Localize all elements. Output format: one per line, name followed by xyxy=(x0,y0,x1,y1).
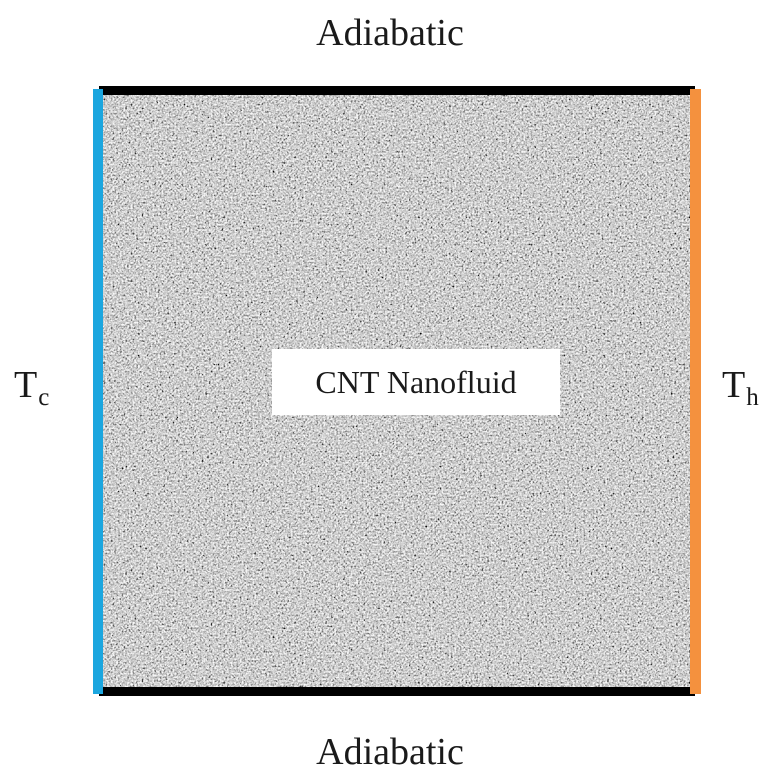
bottom-boundary-label: Adiabatic xyxy=(316,731,464,773)
hot-temperature-label: Th xyxy=(722,364,759,410)
hot-wall xyxy=(690,89,701,694)
hot-temperature-symbol: T xyxy=(722,364,746,406)
hot-temperature-subscript: h xyxy=(746,384,759,411)
cold-temperature-label: Tc xyxy=(14,364,49,410)
cold-temperature-symbol: T xyxy=(14,364,38,406)
bottom-adiabatic-wall xyxy=(99,687,695,696)
top-adiabatic-wall xyxy=(99,86,695,95)
cold-temperature-subscript: c xyxy=(38,384,50,411)
nanofluid-label-box: CNT Nanofluid xyxy=(272,349,560,415)
top-boundary-label: Adiabatic xyxy=(316,12,464,54)
nanofluid-label: CNT Nanofluid xyxy=(315,363,517,400)
cold-wall xyxy=(93,89,103,694)
